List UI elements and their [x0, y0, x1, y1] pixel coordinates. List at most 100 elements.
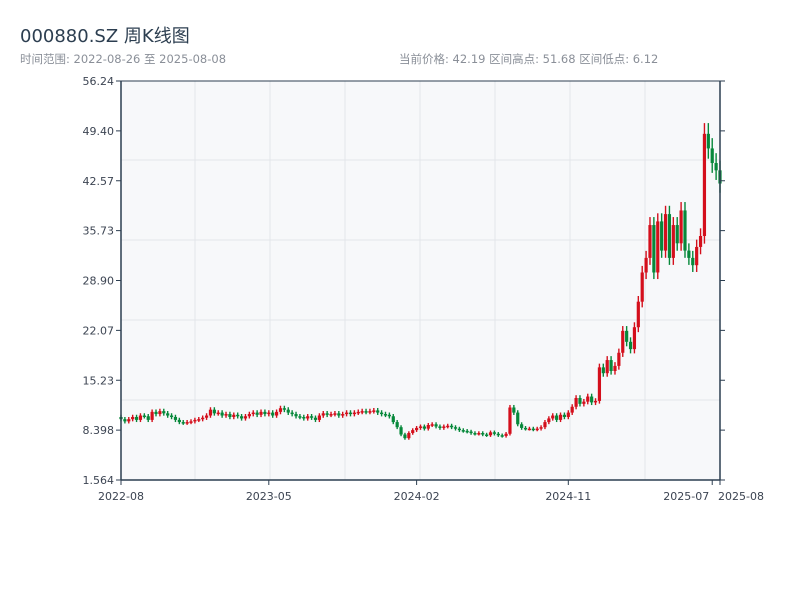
- candle-up: [267, 412, 271, 415]
- candle-down: [667, 214, 672, 258]
- candle-up: [656, 221, 660, 273]
- candle-down: [255, 412, 259, 415]
- candle-down: [450, 425, 454, 428]
- candle-down: [691, 257, 695, 266]
- candle-down: [687, 250, 691, 258]
- candle-up: [259, 411, 263, 415]
- candle-down: [380, 412, 384, 415]
- candle-down: [461, 430, 465, 432]
- candle-up: [189, 421, 193, 423]
- candle-down: [395, 422, 399, 428]
- candle-up: [663, 214, 668, 251]
- candle-up: [430, 424, 434, 426]
- candle-up: [344, 412, 349, 415]
- candle-down: [298, 416, 302, 418]
- candle-down: [675, 225, 679, 244]
- candle-up: [695, 246, 699, 266]
- x-tick-label: 2024-11: [545, 490, 591, 503]
- candle-up: [372, 410, 376, 412]
- candle-down: [496, 433, 500, 436]
- candle-down: [162, 411, 166, 414]
- candle-down: [465, 430, 469, 433]
- candle-up: [201, 417, 205, 420]
- candle-down: [625, 330, 629, 342]
- candle-up: [535, 428, 539, 431]
- candle-up: [582, 401, 586, 404]
- candle-up: [150, 411, 154, 420]
- candle-up: [621, 330, 625, 353]
- candle-down: [438, 426, 442, 428]
- candle-up: [306, 416, 310, 419]
- candle-up: [243, 416, 248, 419]
- candle-down: [652, 225, 656, 273]
- candle-down: [601, 367, 605, 374]
- candle-up: [352, 412, 356, 415]
- candle-up: [648, 225, 652, 258]
- x-tick-label: 2022-08: [98, 490, 144, 503]
- candle-down: [531, 428, 535, 431]
- candle-up: [566, 412, 570, 417]
- candle-down: [286, 409, 290, 413]
- candle-down: [660, 221, 664, 251]
- date-range: 时间范围: 2022-08-26 至 2025-08-08: [20, 52, 227, 66]
- candle-up: [488, 432, 493, 436]
- candle-down: [609, 360, 613, 372]
- candle-down: [500, 435, 504, 437]
- y-tick-label: 28.90: [83, 275, 115, 288]
- candle-down: [391, 416, 395, 423]
- candle-down: [154, 411, 158, 415]
- chart-title: 000880.SZ 周K线图: [20, 26, 190, 47]
- candle-down: [228, 414, 232, 417]
- y-tick-label: 35.73: [83, 225, 115, 238]
- candle-down: [376, 410, 380, 413]
- y-tick-label: 1.564: [83, 474, 115, 487]
- candle-down: [325, 413, 329, 415]
- candle-down: [294, 414, 298, 417]
- candle-down: [212, 409, 216, 414]
- candle-down: [710, 148, 714, 164]
- candle-up: [617, 352, 621, 366]
- y-tick-label: 49.40: [83, 125, 115, 138]
- candle-up: [574, 398, 578, 407]
- candle-down: [683, 210, 687, 251]
- candle-down: [364, 411, 368, 413]
- x-tick-label: 2024-02: [394, 490, 440, 503]
- candle-up: [333, 413, 337, 415]
- candle-up: [586, 396, 590, 402]
- candle-down: [434, 424, 438, 427]
- candle-up: [329, 414, 333, 416]
- candle-up: [539, 427, 543, 429]
- candle-up: [679, 210, 683, 244]
- candle-down: [263, 411, 267, 415]
- x-tick-label: 2025-07: [663, 490, 709, 503]
- candle-up: [197, 419, 201, 421]
- candle-down: [271, 412, 275, 416]
- candle-up: [193, 419, 197, 422]
- y-tick-label: 42.57: [83, 175, 115, 188]
- candle-up: [508, 407, 512, 434]
- candle-down: [520, 424, 524, 428]
- x-tick-label: 2025-08: [718, 490, 764, 503]
- candle-down: [169, 415, 174, 418]
- candle-down: [313, 417, 318, 420]
- candle-down: [473, 433, 477, 435]
- candle-down: [181, 422, 185, 424]
- candle-up: [418, 426, 423, 428]
- candle-up: [127, 419, 131, 422]
- candle-up: [224, 414, 228, 416]
- candle-up: [204, 415, 209, 418]
- candle-up: [341, 414, 345, 416]
- candle-down: [173, 416, 178, 420]
- y-tick-label: 15.23: [83, 374, 115, 387]
- candle-up: [185, 422, 189, 424]
- candle-up: [640, 272, 644, 302]
- candle-up: [278, 408, 283, 412]
- candle-down: [457, 428, 461, 431]
- candle-up: [216, 412, 220, 415]
- candle-down: [383, 414, 388, 416]
- candle-down: [403, 434, 407, 439]
- candle-up: [504, 433, 508, 436]
- candle-up: [605, 360, 609, 374]
- candle-up: [543, 422, 547, 428]
